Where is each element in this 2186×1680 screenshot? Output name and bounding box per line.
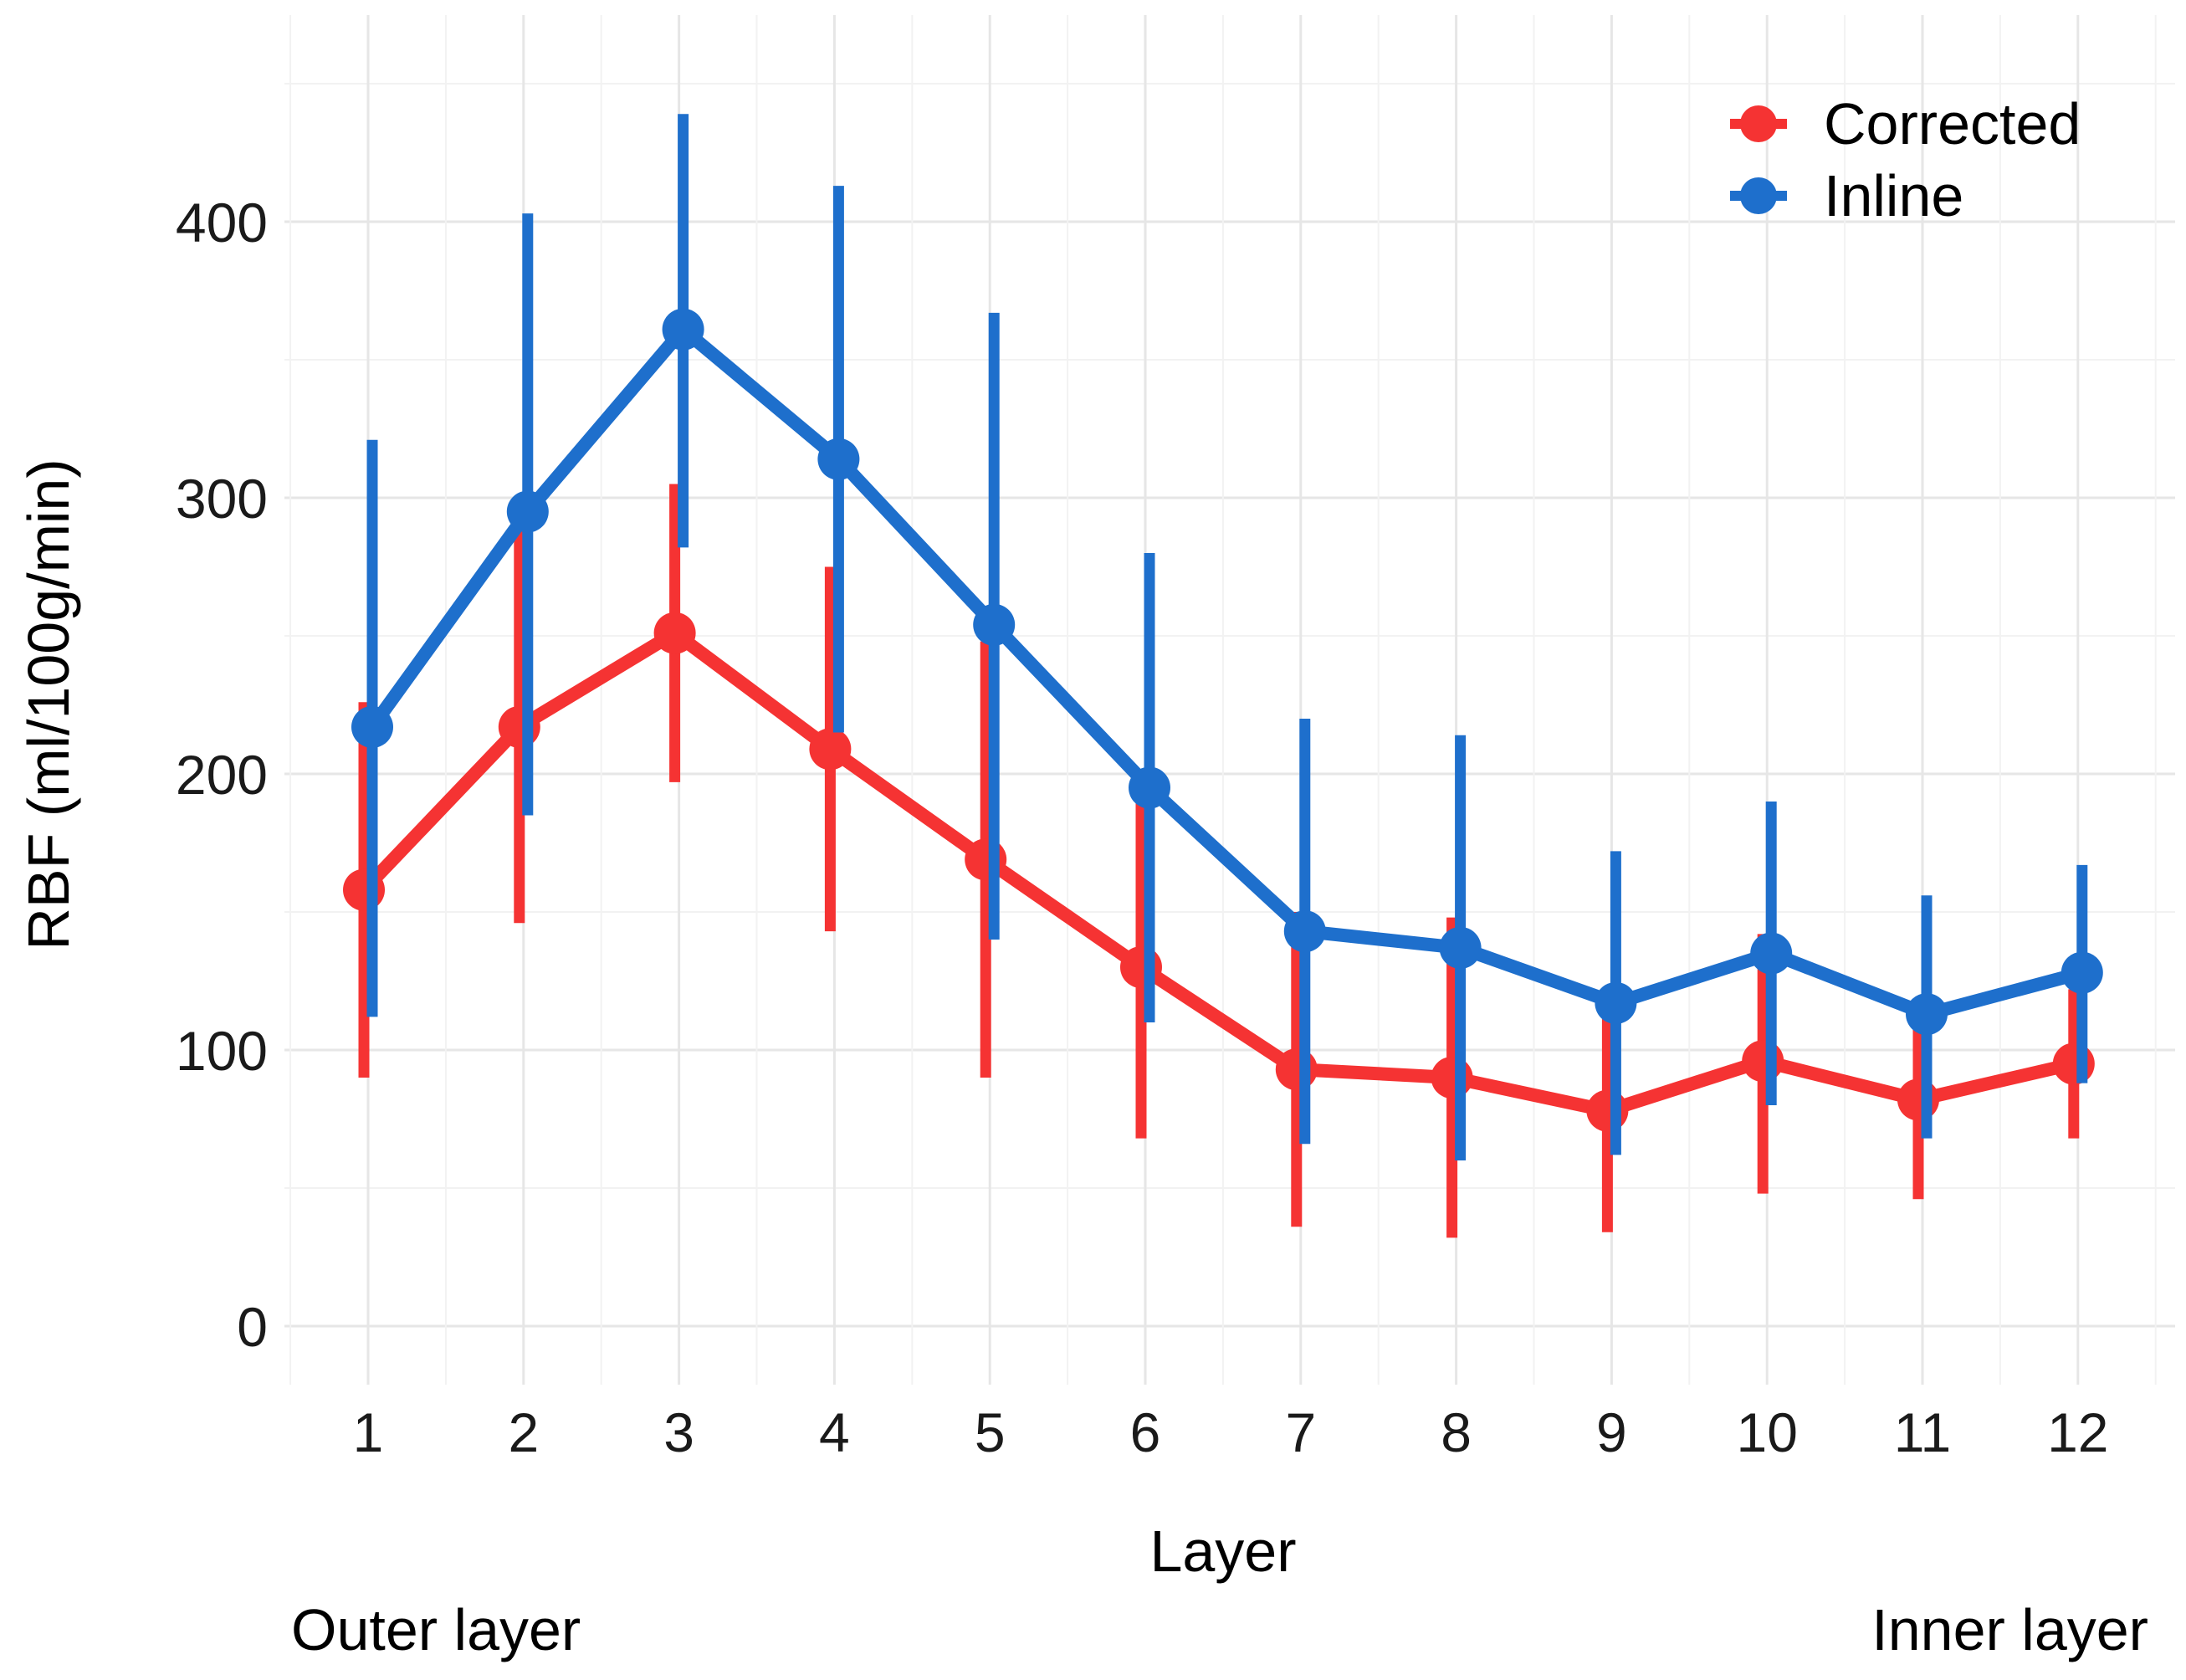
data-point — [1906, 993, 1948, 1036]
series-line-segment — [520, 322, 690, 519]
series-line-segment — [1134, 960, 1303, 1077]
x-tick-label: 12 — [2047, 1401, 2108, 1463]
data-point — [817, 438, 860, 480]
data-point — [2061, 951, 2103, 994]
data-point — [1120, 946, 1162, 988]
x-tick-label: 4 — [819, 1401, 850, 1463]
series-line-segment — [832, 452, 1001, 632]
series-line-segment — [1453, 940, 1623, 1010]
x-tick-label: 8 — [1441, 1401, 1472, 1463]
x-tick-label: 9 — [1596, 1401, 1627, 1463]
series-line-segment — [1600, 1054, 1770, 1118]
legend-key-marker — [1740, 105, 1777, 142]
x-tick-label: 2 — [508, 1401, 539, 1463]
x-tick-label: 5 — [975, 1401, 1006, 1463]
x-tick-label: 11 — [1894, 1401, 1952, 1463]
data-point — [498, 705, 540, 748]
data-point — [1742, 1040, 1784, 1083]
data-point — [1750, 932, 1793, 975]
series-line-segment — [366, 505, 535, 734]
data-point — [1283, 910, 1326, 953]
data-point — [1586, 1089, 1629, 1132]
data-point — [351, 705, 393, 748]
series-line-segment — [1912, 1057, 2081, 1107]
y-tick-label: 0 — [237, 1296, 268, 1358]
y-tick-label: 300 — [176, 468, 268, 530]
series-line-segment — [668, 626, 837, 756]
y-axis-title: RBF (ml/100g/min) — [16, 458, 81, 950]
x-axis-title: Layer — [1149, 1519, 1296, 1584]
x-tick-label: 1 — [353, 1401, 384, 1463]
series-line-segment — [357, 720, 526, 897]
inner-layer-label: Inner layer — [1871, 1597, 2148, 1662]
series-line-segment — [823, 742, 993, 867]
x-axis-tick-labels: 1 2 3 4 5 6 7 8 9 10 11 12 — [353, 1401, 2109, 1463]
series-line-segment — [987, 617, 1156, 795]
legend: Corrected Inline — [1730, 91, 2081, 228]
data-point — [653, 612, 696, 654]
data-point — [343, 868, 385, 911]
series-line-segment — [1764, 946, 1933, 1022]
data-point — [2052, 1042, 2095, 1085]
legend-item-inline: Inline — [1730, 163, 1963, 228]
series-line-segment — [1289, 1063, 1459, 1084]
data-point — [1431, 1057, 1473, 1099]
data-point — [1275, 1048, 1318, 1091]
data-series — [343, 114, 2103, 1238]
legend-key-marker — [1740, 177, 1777, 214]
series-line-segment — [1298, 925, 1467, 955]
legend-label: Inline — [1824, 163, 1963, 228]
data-point — [1897, 1078, 1939, 1121]
data-point — [1129, 766, 1170, 809]
data-point — [662, 308, 704, 351]
data-point — [506, 490, 549, 533]
series-line-segment — [1756, 1054, 1925, 1107]
x-tick-label: 7 — [1285, 1401, 1316, 1463]
data-point — [809, 728, 852, 771]
x-tick-label: 3 — [663, 1401, 694, 1463]
legend-label: Corrected — [1824, 91, 2081, 156]
x-tick-label: 10 — [1736, 1401, 1797, 1463]
y-tick-label: 100 — [176, 1020, 268, 1082]
series-line-segment — [1920, 965, 2089, 1022]
y-axis-tick-labels: 0 100 200 300 400 — [176, 192, 268, 1358]
y-tick-label: 200 — [176, 744, 268, 806]
outer-layer-label: Outer layer — [291, 1597, 581, 1662]
series-line-segment — [1143, 781, 1312, 939]
y-tick-label: 400 — [176, 192, 268, 254]
series-line-segment — [1445, 1071, 1615, 1118]
series-line-segment — [1609, 946, 1779, 1010]
data-point — [1439, 926, 1482, 969]
x-tick-label: 6 — [1130, 1401, 1161, 1463]
data-point — [973, 603, 1016, 646]
data-point — [965, 838, 1007, 881]
legend-item-corrected: Corrected — [1730, 91, 2081, 156]
series-inline — [351, 114, 2103, 1160]
series-line-segment — [512, 626, 682, 734]
data-point — [1595, 981, 1637, 1024]
series-line-segment — [676, 322, 846, 466]
series-line-segment — [979, 853, 1148, 974]
